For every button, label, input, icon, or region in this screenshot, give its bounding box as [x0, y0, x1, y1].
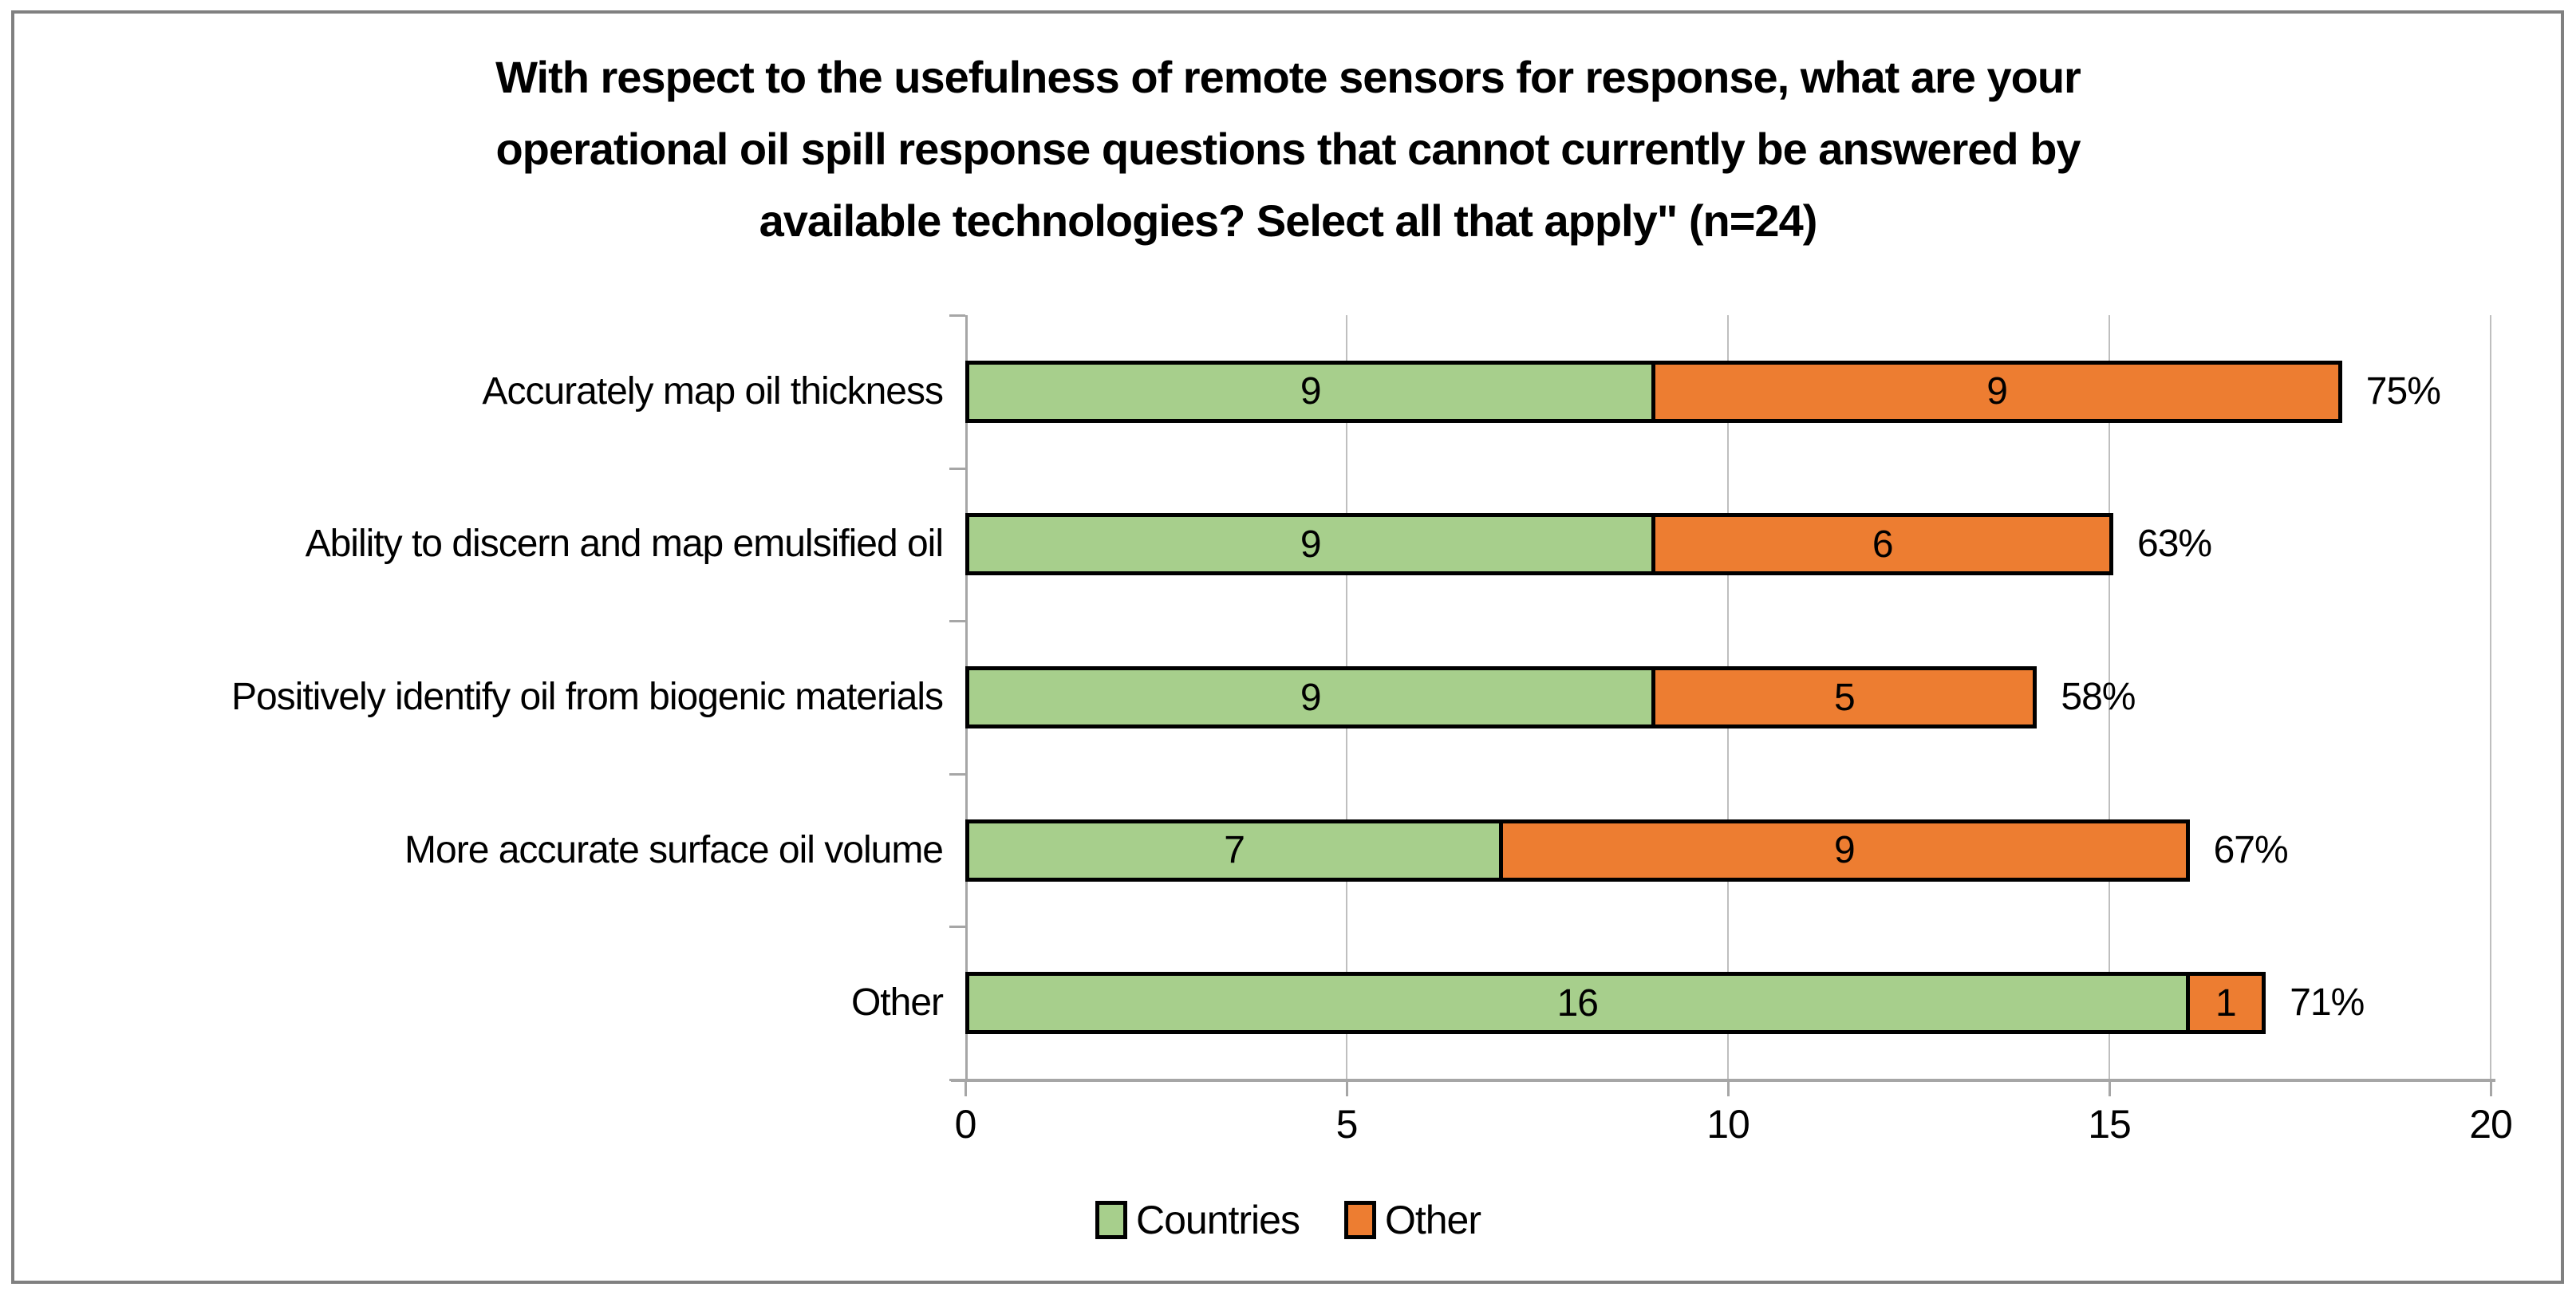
y-axis-tick: [949, 314, 965, 317]
percent-label: 63%: [2137, 523, 2212, 566]
x-axis-tick-label: 0: [954, 1102, 977, 1147]
bar-value-label: 7: [1224, 829, 1245, 872]
bar-segment-countries: 9: [965, 360, 1656, 423]
x-axis-tick: [1346, 1082, 1348, 1096]
category-label: Positively identify oil from biogenic ma…: [231, 676, 944, 718]
percent-label: 71%: [2290, 981, 2365, 1025]
chart-title: With respect to the usefulness of remote…: [287, 41, 2289, 257]
x-axis-tick-label: 15: [2088, 1102, 2132, 1147]
legend-swatch-other: [1343, 1201, 1376, 1239]
bar-segment-other: 5: [1651, 666, 2038, 728]
category-label: Accurately map oil thickness: [482, 369, 944, 413]
legend: Countries Other: [0, 1197, 2576, 1243]
bar-value-label: 5: [1834, 676, 1856, 719]
bar-segment-countries: 7: [965, 819, 1504, 882]
y-axis-tick: [949, 1079, 965, 1081]
x-axis-tick: [2490, 1082, 2492, 1096]
bar-segment-other: 9: [1499, 819, 2190, 882]
x-axis-tick-label: 5: [1335, 1102, 1359, 1147]
category-label: More accurate surface oil volume: [404, 828, 944, 871]
bar-value-label: 9: [1300, 676, 1322, 719]
x-gridline: [2109, 315, 2110, 1080]
x-axis-tick-label: 10: [1706, 1102, 1750, 1147]
category-label: Ability to discern and map emulsified oi…: [305, 523, 944, 566]
chart-title-line-3: available technologies? Select all that …: [759, 195, 1818, 246]
y-axis-tick: [949, 772, 965, 776]
y-axis-tick: [949, 926, 965, 929]
bar-value-label: 16: [1556, 981, 1599, 1025]
bar-value-label: 9: [1300, 370, 1322, 413]
percent-label: 58%: [2061, 676, 2136, 718]
legend-item-other: Other: [1343, 1197, 1481, 1243]
x-axis-tick: [1727, 1082, 1730, 1096]
bar-segment-countries: 9: [965, 513, 1656, 576]
y-axis-tick: [949, 620, 965, 623]
bar-segment-other: 6: [1651, 513, 2113, 576]
y-axis-tick: [949, 467, 965, 470]
bar-value-label: 6: [1872, 523, 1894, 566]
chart-title-line-1: With respect to the usefulness of remote…: [495, 52, 2081, 102]
category-label: Other: [850, 981, 944, 1025]
legend-label-countries: Countries: [1135, 1198, 1300, 1242]
x-axis-tick: [965, 1082, 967, 1096]
bar-value-label: 1: [2215, 981, 2237, 1025]
legend-swatch-countries: [1095, 1201, 1127, 1239]
bar-value-label: 9: [1986, 370, 2008, 413]
x-axis-tick: [2109, 1082, 2111, 1096]
x-axis-line: [951, 1079, 2495, 1082]
bar-segment-other: 1: [2185, 972, 2266, 1035]
bar-segment-countries: 16: [965, 972, 2190, 1035]
bar-value-label: 9: [1834, 829, 1856, 872]
bar-segment-countries: 9: [965, 666, 1656, 728]
percent-label: 75%: [2365, 369, 2441, 413]
chart-title-line-2: operational oil spill response questions…: [495, 124, 2081, 174]
percent-label: 67%: [2213, 828, 2289, 871]
legend-label-other: Other: [1384, 1198, 1481, 1242]
x-gridline: [2490, 315, 2491, 1080]
bar-value-label: 9: [1300, 523, 1322, 566]
x-axis-tick-label: 20: [2469, 1102, 2513, 1147]
legend-item-countries: Countries: [1095, 1197, 1300, 1243]
bar-row: 16 1: [965, 972, 2266, 1035]
bar-segment-other: 9: [1651, 360, 2342, 423]
